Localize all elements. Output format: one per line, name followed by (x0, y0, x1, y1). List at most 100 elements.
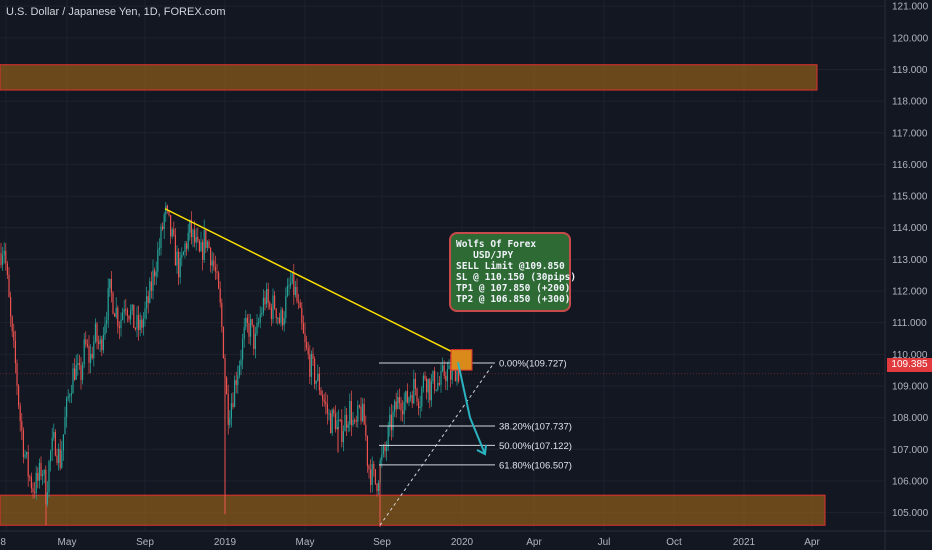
x-tick-label: Oct (666, 537, 682, 548)
candle-body (346, 414, 348, 428)
candle-body (250, 319, 252, 337)
candle-body (208, 241, 210, 248)
candle-body (146, 296, 148, 309)
candle-body (110, 278, 112, 293)
candle-body (322, 394, 324, 400)
candle-body (190, 219, 192, 238)
y-axis-panel (885, 0, 932, 550)
candle-body (66, 398, 68, 417)
candle-body (128, 315, 130, 320)
candle-body (435, 389, 437, 391)
candle-body (102, 334, 104, 351)
candle-body (82, 364, 84, 380)
candle-body (130, 310, 132, 320)
candle-body (448, 365, 450, 370)
candle-body (80, 365, 82, 380)
candle-body (312, 353, 314, 359)
candle-body (373, 463, 375, 470)
candle-body (214, 266, 216, 272)
current-price-badge: 109.385 (887, 358, 932, 372)
candle-body (229, 418, 231, 425)
candle-body (142, 318, 144, 328)
candle-body (291, 273, 293, 284)
x-tick-label: 2020 (451, 537, 474, 548)
candle-body (309, 354, 311, 377)
candle-body (163, 214, 165, 229)
target-arrow (457, 362, 486, 455)
x-tick-label: Apr (526, 537, 542, 548)
candle-body (387, 426, 389, 448)
candle-body (422, 375, 424, 388)
candle-body (133, 304, 135, 329)
candle-body (434, 370, 436, 390)
candle-body (115, 307, 117, 317)
candle-body (38, 462, 40, 481)
candle-body (93, 341, 95, 359)
candle-body (232, 403, 234, 408)
candle-body (198, 240, 200, 252)
candle-body (235, 380, 237, 385)
candle-body (286, 285, 288, 297)
candle-body (458, 369, 460, 382)
candle-body (98, 341, 100, 344)
candle-body (411, 395, 413, 404)
fib-level-label: 38.20%(107.737) (499, 421, 572, 432)
candle-body (272, 295, 274, 320)
candle-body (18, 385, 20, 406)
candle-body (104, 323, 106, 335)
candle-body (266, 288, 268, 305)
candle-body (131, 304, 133, 311)
candle-body (94, 323, 96, 342)
candle-body (75, 364, 77, 380)
candle-body (378, 482, 380, 492)
candle-body (325, 401, 327, 405)
candle-body (427, 379, 429, 393)
candle-body (264, 297, 266, 305)
candle-body (86, 343, 88, 347)
candle-body (315, 380, 317, 385)
candle-body (203, 230, 205, 260)
candle-body (224, 357, 226, 378)
x-tick-label: Jul (598, 537, 611, 548)
candle-body (3, 250, 5, 256)
candle-body (8, 274, 10, 297)
x-tick-label: Sep (136, 537, 154, 548)
candle-body (122, 312, 124, 320)
candle-body (123, 309, 125, 313)
candle-body (189, 219, 191, 233)
candle-body (429, 379, 431, 401)
trade-note-box[interactable]: Wolfs Of Forex USD/JPY SELL Limit @109.8… (449, 232, 576, 312)
candle-body (211, 260, 213, 266)
candle-body (139, 319, 141, 330)
candle-body (277, 317, 279, 319)
candle-body (440, 370, 442, 385)
candle-body (101, 339, 103, 351)
candle-body (251, 319, 253, 325)
candle-body (344, 414, 346, 432)
candle-body (91, 353, 93, 359)
candle-body (46, 492, 48, 505)
y-tick-label: 121.000 (892, 2, 929, 13)
candle-body (304, 333, 306, 343)
candle-body (32, 488, 34, 493)
candle-body (62, 434, 64, 451)
candle-body (314, 358, 316, 385)
candle-body (278, 317, 280, 324)
candle-body (390, 414, 392, 431)
candle-body (106, 320, 108, 324)
candle-body (35, 472, 37, 493)
candle-body (234, 380, 236, 408)
candle-body (362, 403, 364, 421)
candle-body (296, 286, 298, 302)
candle-body (354, 419, 356, 421)
x-tick-label: 18 (0, 537, 6, 548)
x-tick-label: May (296, 537, 315, 548)
candle-body (259, 314, 261, 323)
candle-body (29, 476, 31, 478)
candle-body (197, 236, 199, 241)
candle-body (85, 339, 87, 344)
candle-body (382, 446, 384, 455)
candle-body (290, 283, 292, 286)
candle-body (368, 465, 370, 470)
